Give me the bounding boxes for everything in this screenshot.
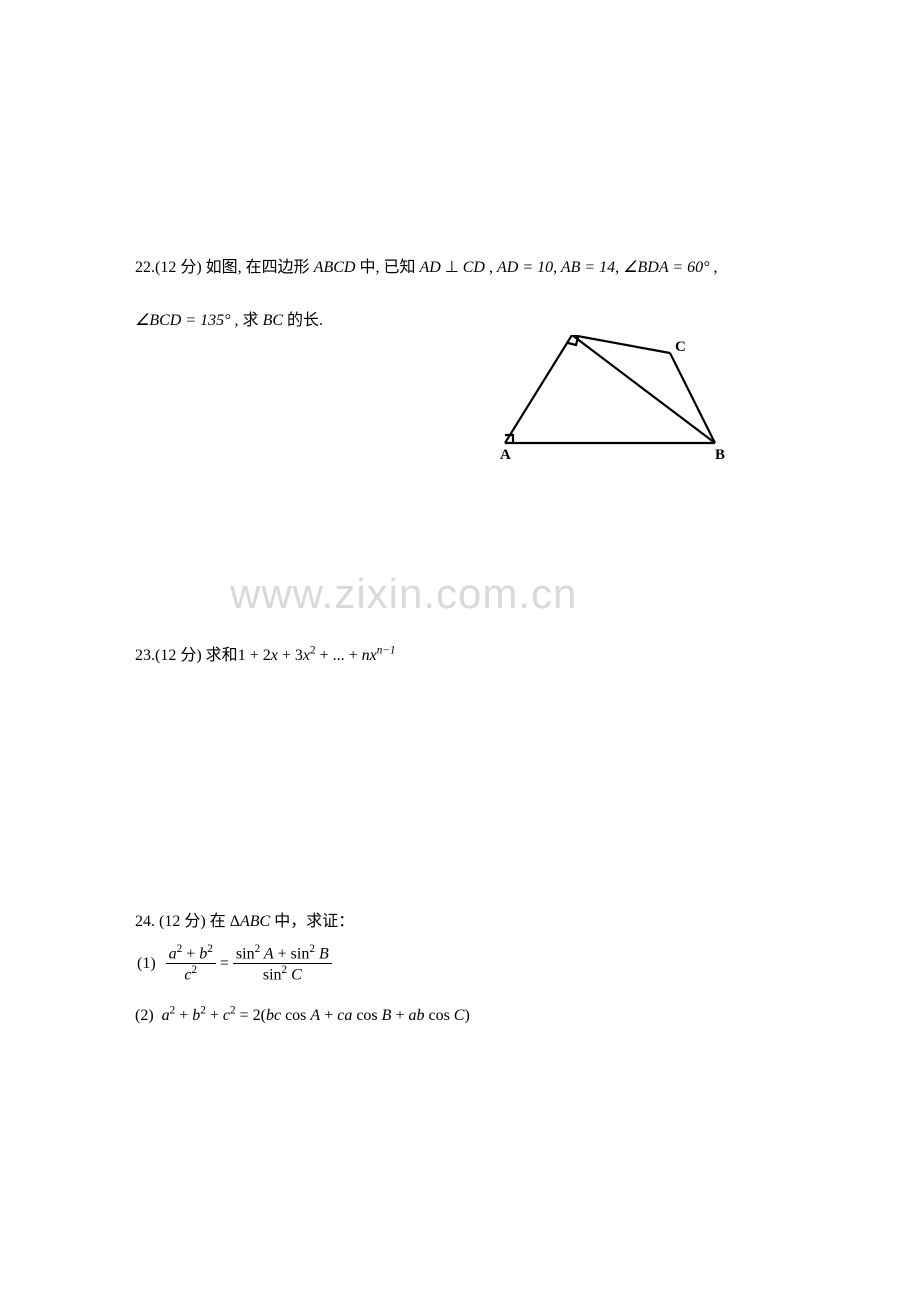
p2-ca: ca xyxy=(337,1007,352,1024)
p2-cos1: cos xyxy=(281,1007,310,1024)
problem-23-line: 23.(12 分) 求和1 + 2x + 3x2 + ... + nxn−1 xyxy=(135,638,785,673)
p2-plus4: + xyxy=(391,1007,408,1024)
problem-24-intro: 24. (12 分) 在 ΔABC 中，求证： xyxy=(135,904,785,939)
problem-24-part2: (2) a2 + b2 + c2 = 2(bc cos A + ca cos B… xyxy=(135,998,785,1033)
text-sum: 求和 xyxy=(206,647,238,664)
sin-C: C xyxy=(287,966,302,983)
exp-2c: 2 xyxy=(192,964,198,976)
label-d: D xyxy=(568,335,579,337)
p2-plus2: + xyxy=(206,1007,223,1024)
p2-C: C xyxy=(454,1007,465,1024)
watermark-text: www.zixin.com.cn xyxy=(230,570,577,618)
text2: 中, 已知 xyxy=(359,259,415,276)
series-nx: nx xyxy=(362,647,377,664)
sin-C-pre: sin xyxy=(263,966,282,983)
exp-n1: n−1 xyxy=(377,645,396,657)
sin-A-pre: sin xyxy=(236,945,255,962)
exp-2b: 2 xyxy=(207,943,213,955)
p2-cos2: cos xyxy=(352,1007,381,1024)
cd: CD xyxy=(463,259,485,276)
cond3: ∠BCD = 135° xyxy=(135,312,231,329)
series-x1: x xyxy=(271,647,278,664)
comma2: , xyxy=(714,259,718,276)
perp-symbol: ⊥ xyxy=(445,259,459,276)
abcd: ABCD xyxy=(314,259,356,276)
q24-number: 24. xyxy=(135,913,155,930)
p2-a: a xyxy=(162,1007,170,1024)
problem-22-line1: 22.(12 分) 如图, 在四边形 ABCD 中, 已知 AD ⊥ CD , … xyxy=(135,250,785,285)
problem-22-line2: ∠BCD = 135° , 求 BC 的长. xyxy=(135,303,785,338)
text1: 如图, 在四边形 xyxy=(206,259,310,276)
points-unit: 分 xyxy=(180,259,196,276)
edge-cd xyxy=(572,335,670,353)
q23-points: 12 xyxy=(160,647,176,664)
paren-close-2: ) xyxy=(196,647,201,664)
p2-close: ) xyxy=(464,1007,469,1024)
lhs-c: c xyxy=(184,966,191,983)
bc: BC xyxy=(263,312,283,329)
diagonal-db xyxy=(572,335,715,443)
p2-B: B xyxy=(382,1007,392,1024)
p2-plus1: + xyxy=(175,1007,192,1024)
ad: AD xyxy=(419,259,440,276)
part2-label: (2) xyxy=(135,1007,154,1024)
lhs-a: a xyxy=(169,945,177,962)
problem-22: 22.(12 分) 如图, 在四边形 ABCD 中, 已知 AD ⊥ CD , … xyxy=(135,250,785,338)
edge-bc xyxy=(670,353,715,443)
p2-eq: = 2( xyxy=(236,1007,266,1024)
label-c: C xyxy=(675,339,686,355)
points-unit-2: 分 xyxy=(180,647,196,664)
comma1: , xyxy=(489,259,493,276)
p2-A: A xyxy=(310,1007,320,1024)
equals-1: = xyxy=(220,955,229,973)
part1-label: (1) xyxy=(137,955,156,973)
problem-24-part1: (1) a2 + b2 c2 = sin2 A + sin2 B sin2 C xyxy=(135,943,785,985)
label-b: B xyxy=(715,447,725,463)
problem-24: 24. (12 分) 在 ΔABC 中，求证： (1) a2 + b2 c2 =… xyxy=(135,904,785,1034)
quadrilateral-figure: A B C D xyxy=(500,335,740,470)
q22-number: 22. xyxy=(135,259,155,276)
p2-c: c xyxy=(223,1007,230,1024)
delta: Δ xyxy=(230,913,240,930)
frac-rhs: sin2 A + sin2 B sin2 C xyxy=(233,943,332,985)
series-x2: x xyxy=(303,647,310,664)
series-c: + 3 xyxy=(278,647,303,664)
edge-da xyxy=(505,335,572,443)
label-a: A xyxy=(500,447,511,463)
p2-ab: ab xyxy=(408,1007,424,1024)
series-a: 1 + 2 xyxy=(238,647,271,664)
paren-close-3: ) xyxy=(200,913,205,930)
q22-points: 12 xyxy=(160,259,176,276)
frac-lhs: a2 + b2 c2 xyxy=(166,943,216,985)
text-in: 在 xyxy=(210,913,226,930)
text4: 的长. xyxy=(287,312,323,329)
paren-close: ) xyxy=(196,259,201,276)
triangle-abc: ABC xyxy=(240,913,270,930)
cond2: AD = 10, AB = 14, ∠BDA = 60° xyxy=(497,259,710,276)
rhs-plus: + sin xyxy=(274,945,310,962)
problem-23: 23.(12 分) 求和1 + 2x + 3x2 + ... + nxn−1 xyxy=(135,638,785,673)
series-dots: + ... + xyxy=(316,647,362,664)
text-prove: 中，求证： xyxy=(274,913,354,930)
p2-bc: bc xyxy=(266,1007,281,1024)
points-unit-3: 分 xyxy=(184,913,200,930)
q24-points: 12 xyxy=(164,913,180,930)
figure-svg: A B C D xyxy=(500,335,740,465)
p2-plus3: + xyxy=(320,1007,337,1024)
p2-cos3: cos xyxy=(424,1007,453,1024)
sin-A: A xyxy=(260,945,273,962)
text3: , 求 xyxy=(235,312,259,329)
q23-number: 23. xyxy=(135,647,155,664)
lhs-plus: + xyxy=(182,945,199,962)
sin-B: B xyxy=(315,945,329,962)
